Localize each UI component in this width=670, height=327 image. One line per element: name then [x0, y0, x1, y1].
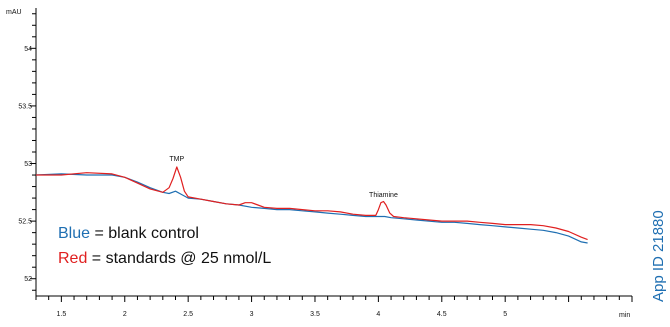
- app-id-label: App ID 21880: [650, 210, 667, 302]
- y-tick-label: 53: [24, 161, 32, 168]
- x-tick-label: 1.5: [56, 311, 66, 318]
- y-tick-label: 52.5: [18, 219, 32, 226]
- peak-label: Thiamine: [369, 192, 398, 199]
- x-tick-label: 2: [123, 311, 127, 318]
- y-tick-label: 53.5: [18, 103, 32, 110]
- legend-description: = standards @ 25 nmol/L: [87, 250, 271, 267]
- legend-entry: Red = standards @ 25 nmol/L: [58, 250, 271, 267]
- y-tick-label: 54: [24, 46, 32, 53]
- series-line-2: [36, 166, 588, 241]
- legend-entry: Blue = blank control: [58, 225, 199, 242]
- x-tick-label: 2.5: [183, 311, 193, 318]
- legend-description: = blank control: [90, 225, 199, 242]
- x-tick-label: 4.5: [437, 311, 447, 318]
- legend-color-word: Red: [58, 250, 87, 267]
- y-axis-label: mAU: [6, 9, 22, 16]
- x-tick-label: 5: [503, 311, 507, 318]
- legend-color-word: Blue: [58, 225, 90, 242]
- peak-label: TMP: [169, 156, 184, 163]
- x-tick-label: 3: [250, 311, 254, 318]
- x-axis-label: min: [619, 312, 630, 319]
- series-line-1: [35, 173, 588, 244]
- axes-layer: 52 52.5 53 53.5 54 1.5 2 2.5 3 3.5 4 4.5 5: [18, 8, 633, 318]
- x-tick-label: 4: [376, 311, 380, 318]
- annotation-layer: TMP Thiamine: [169, 156, 398, 199]
- series-layer: [35, 166, 588, 244]
- y-tick-label: 52: [24, 276, 32, 283]
- x-tick-label: 3.5: [310, 311, 320, 318]
